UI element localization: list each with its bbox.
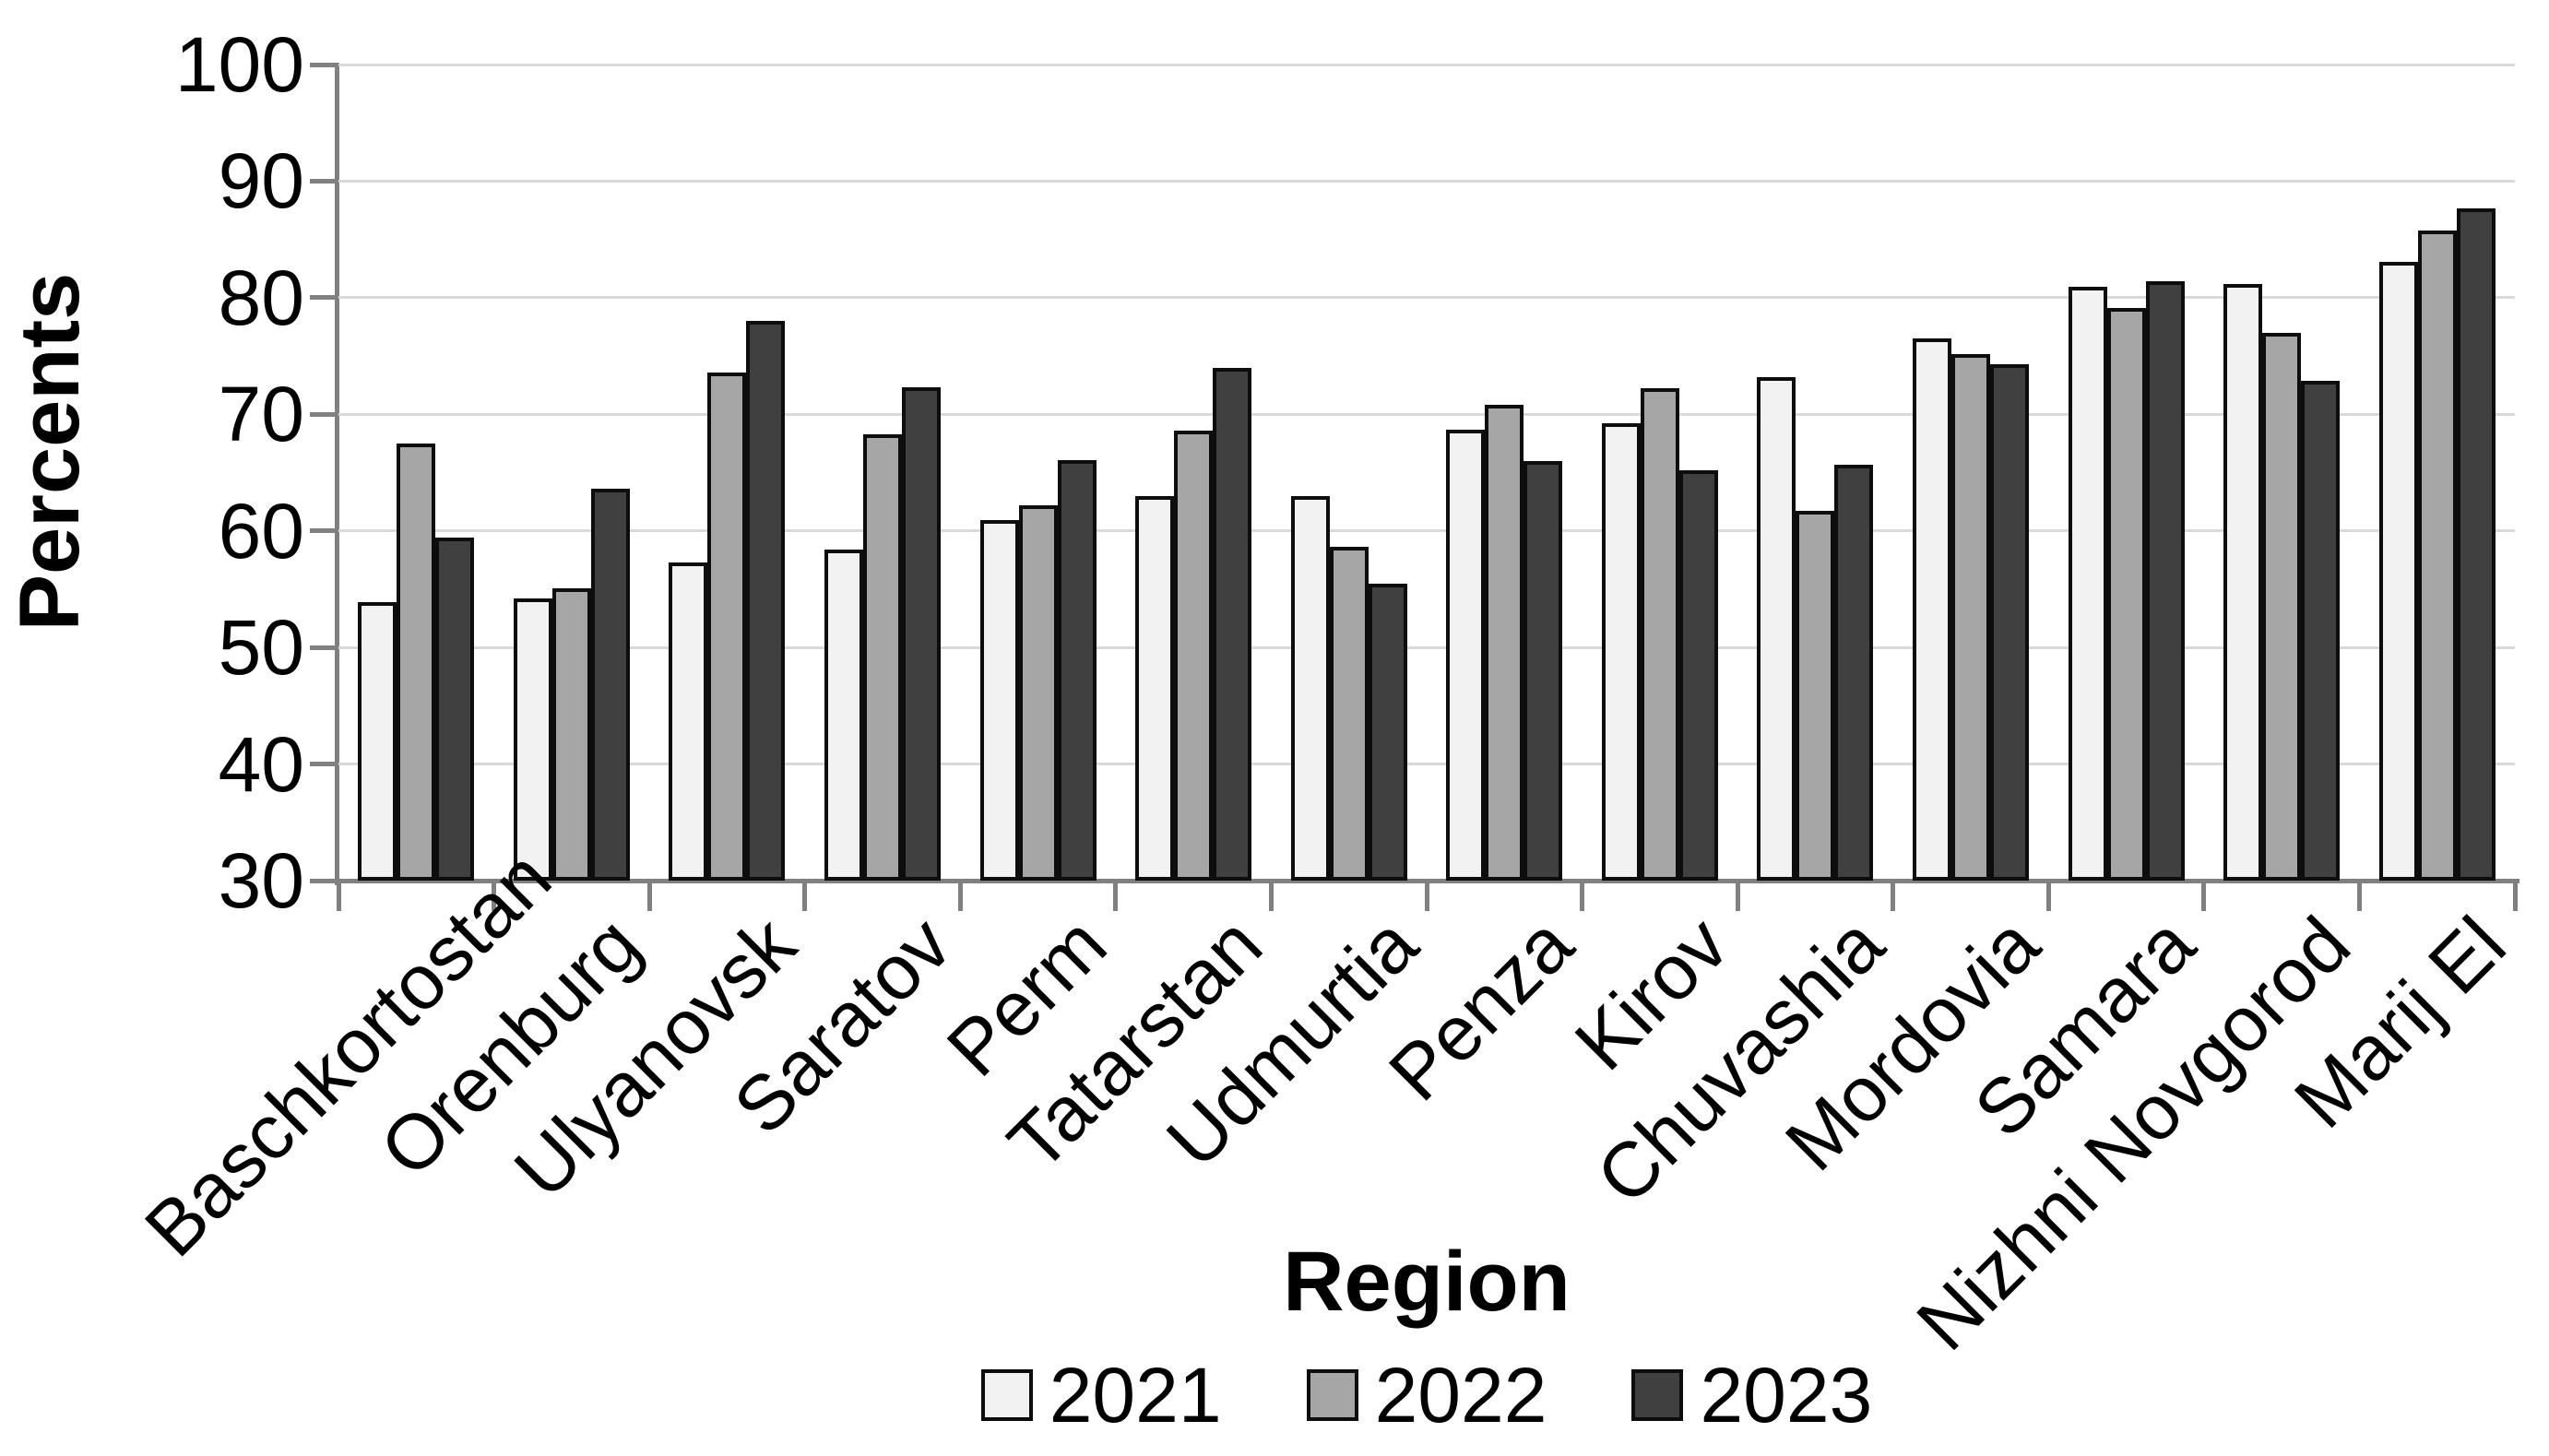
legend-label-2023: 2023 — [1700, 1352, 1873, 1438]
bar-2023-ulyanovsk — [746, 321, 786, 881]
x-tick-12 — [2201, 883, 2207, 911]
bar-2021-samara — [2068, 287, 2107, 881]
gridline-40 — [338, 763, 2515, 766]
y-tick-70 — [310, 411, 336, 417]
bar-2021-mordovia — [1913, 338, 1951, 881]
y-tick-label-60: 60 — [218, 487, 304, 574]
bar-2022-penza — [1485, 405, 1524, 881]
y-tick-100 — [310, 62, 336, 67]
y-tick-30 — [310, 878, 336, 883]
y-axis-line — [335, 63, 339, 885]
bar-2023-kirov — [1678, 469, 1718, 881]
legend-item-2021: 2021 — [980, 1352, 1222, 1438]
bar-2022-kirov — [1640, 388, 1679, 881]
x-tick-8 — [1580, 883, 1585, 911]
y-tick-label-50: 50 — [218, 604, 304, 692]
x-tick-3 — [802, 883, 808, 911]
x-axis-line — [335, 879, 2519, 883]
legend-label-2022: 2022 — [1374, 1352, 1547, 1438]
bar-2023-mordovia — [1990, 363, 2029, 881]
y-tick-90 — [310, 178, 336, 183]
bar-2022-orenburg — [551, 587, 591, 881]
gridline-100 — [338, 63, 2515, 66]
y-tick-label-40: 40 — [218, 720, 304, 808]
bar-2023-tatarstan — [1213, 367, 1252, 881]
legend-swatch-2021 — [980, 1369, 1033, 1421]
gridline-80 — [338, 296, 2515, 300]
bar-2021-chuvashia — [1757, 376, 1796, 881]
x-tick-7 — [1424, 883, 1429, 911]
bar-2021-tatarstan — [1135, 495, 1175, 881]
gridline-50 — [338, 645, 2515, 649]
bar-2022-udmurtia — [1329, 547, 1369, 881]
y-tick-label-70: 70 — [218, 371, 304, 458]
x-tick-1 — [492, 883, 497, 911]
x-tick-2 — [646, 883, 652, 911]
x-tick-13 — [2356, 883, 2362, 911]
bar-2023-udmurtia — [1368, 583, 1407, 881]
bar-2021-nizhni-novgorod — [2223, 283, 2263, 881]
legend-item-2023: 2023 — [1631, 1355, 1872, 1436]
x-tick-9 — [1735, 883, 1740, 911]
bar-2023-baschkortostan — [435, 538, 475, 881]
bar-2021-perm — [979, 520, 1019, 881]
bar-2022-samara — [2106, 308, 2146, 881]
y-tick-label-30: 30 — [218, 837, 304, 924]
bar-2023-samara — [2145, 281, 2185, 881]
legend-swatch-2023 — [1631, 1369, 1684, 1421]
bar-2023-marij-el — [2456, 207, 2496, 881]
legend-item-2022: 2022 — [1306, 1352, 1547, 1438]
y-tick-label-100: 100 — [174, 21, 304, 108]
x-tick-14 — [2512, 883, 2518, 911]
bar-2021-marij-el — [2378, 261, 2418, 881]
bar-2021-baschkortostan — [358, 601, 397, 881]
bar-2022-chuvashia — [1796, 511, 1835, 881]
legend-label-2021: 2021 — [1049, 1352, 1222, 1438]
bar-2022-saratov — [863, 433, 902, 881]
bar-2021-saratov — [824, 549, 863, 881]
bar-2023-orenburg — [590, 489, 630, 881]
gridline-60 — [338, 529, 2515, 533]
bar-2022-marij-el — [2417, 230, 2457, 881]
x-tick-5 — [1113, 883, 1119, 911]
y-tick-label-80: 80 — [218, 254, 304, 341]
y-tick-50 — [310, 645, 336, 650]
bar-2021-udmurtia — [1290, 495, 1330, 881]
y-tick-label-90: 90 — [218, 137, 304, 225]
x-tick-11 — [2045, 883, 2051, 911]
legend: 2021 2022 2023 — [338, 1355, 2515, 1436]
bar-2022-perm — [1018, 504, 1058, 881]
bar-2023-penza — [1523, 460, 1563, 881]
gridline-70 — [338, 412, 2515, 416]
x-tick-6 — [1268, 883, 1274, 911]
y-tick-60 — [310, 528, 336, 534]
x-tick-10 — [1891, 883, 1896, 911]
x-tick-0 — [336, 883, 341, 911]
bar-2023-chuvashia — [1834, 464, 1874, 881]
bar-2023-perm — [1057, 459, 1097, 881]
bar-2023-nizhni-novgorod — [2301, 380, 2341, 881]
bar-2022-nizhni-novgorod — [2262, 332, 2302, 881]
plot-area — [338, 63, 2515, 881]
gridline-90 — [338, 179, 2515, 183]
x-axis-title: Region — [1283, 1235, 1571, 1329]
bar-2022-mordovia — [1951, 353, 1990, 881]
bar-2021-penza — [1446, 429, 1486, 881]
bar-2021-orenburg — [513, 598, 552, 881]
bar-2022-ulyanovsk — [707, 372, 747, 881]
bar-2023-saratov — [902, 387, 941, 881]
bar-2022-baschkortostan — [397, 443, 436, 881]
legend-swatch-2022 — [1306, 1369, 1358, 1421]
x-tick-4 — [957, 883, 963, 911]
y-tick-80 — [310, 295, 336, 301]
bar-2022-tatarstan — [1174, 431, 1214, 881]
bar-2021-kirov — [1601, 423, 1641, 881]
bar-2021-ulyanovsk — [669, 562, 708, 881]
y-tick-40 — [310, 762, 336, 767]
